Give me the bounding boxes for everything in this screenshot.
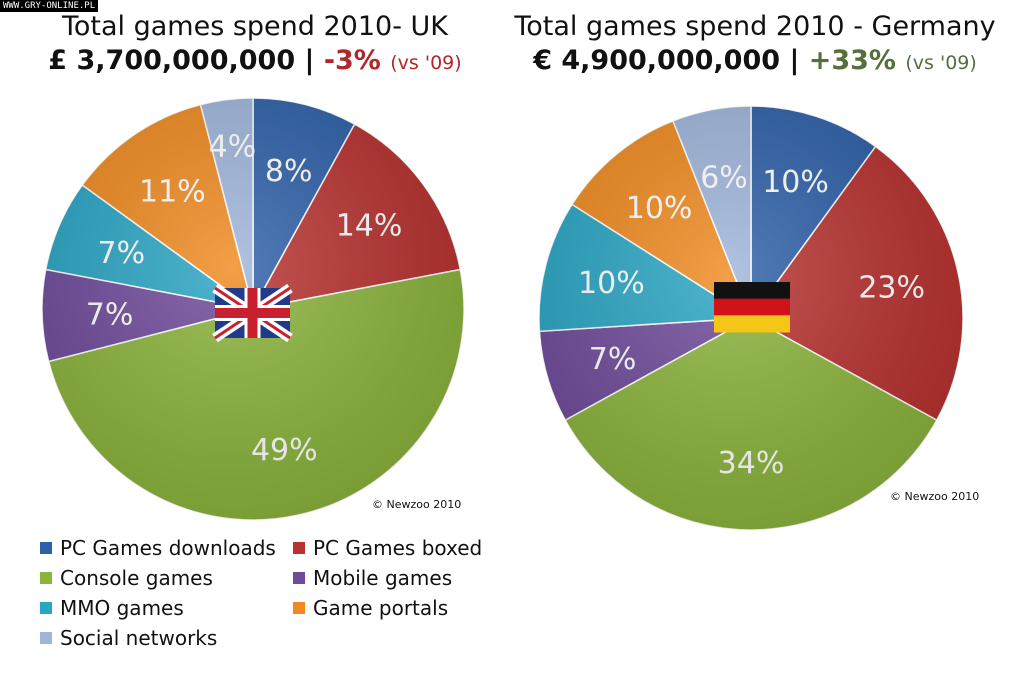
de-change: +33% bbox=[808, 45, 896, 76]
legend-swatch bbox=[40, 632, 52, 644]
legend-swatch bbox=[40, 542, 52, 554]
germany-flag bbox=[714, 282, 790, 333]
legend-item: Social networks bbox=[40, 626, 293, 650]
legend-swatch bbox=[40, 602, 52, 614]
de-title: Total games spend 2010 - Germany bbox=[514, 11, 996, 42]
de-total: € 4,900,000,000 bbox=[533, 45, 781, 76]
legend-label: Mobile games bbox=[313, 566, 453, 590]
uk-flag bbox=[212, 283, 293, 343]
slice-label: 7% bbox=[98, 236, 146, 271]
slice-label: 4% bbox=[209, 130, 257, 165]
slice-label: 34% bbox=[718, 446, 785, 481]
legend-swatch bbox=[40, 572, 52, 584]
legend-item: MMO games bbox=[40, 596, 293, 620]
legend-item: Console games bbox=[40, 566, 293, 590]
slice-label: 7% bbox=[589, 342, 637, 377]
legend-label: Game portals bbox=[313, 596, 449, 620]
de-copyright: © Newzoo 2010 bbox=[890, 490, 980, 503]
de-change-note: (vs '09) bbox=[905, 52, 977, 74]
legend-label: MMO games bbox=[60, 596, 184, 620]
slice-label: 11% bbox=[139, 174, 206, 209]
slice-label: 10% bbox=[578, 266, 645, 301]
slice-label: 8% bbox=[265, 154, 313, 189]
separator: | bbox=[304, 45, 315, 76]
legend-item: PC Games downloads bbox=[40, 536, 293, 560]
separator: | bbox=[789, 45, 800, 76]
uk-total: £ 3,700,000,000 bbox=[48, 45, 296, 76]
uk-copyright: © Newzoo 2010 bbox=[372, 498, 462, 511]
legend-label: Social networks bbox=[60, 626, 218, 650]
legend: PC Games downloads PC Games boxed Console … bbox=[40, 536, 493, 650]
legend-swatch bbox=[293, 572, 305, 584]
slice-label: 7% bbox=[86, 298, 134, 333]
watermark: WWW.GRY-ONLINE.PL bbox=[0, 0, 99, 12]
legend-label: PC Games boxed bbox=[313, 536, 483, 560]
uk-title-block: Total games spend 2010- UK £ 3,700,000,0… bbox=[40, 10, 470, 80]
slice-label: 49% bbox=[251, 433, 318, 468]
slice-label: 6% bbox=[700, 160, 748, 195]
legend-label: Console games bbox=[60, 566, 213, 590]
slice-label: 10% bbox=[762, 165, 829, 200]
legend-item: PC Games boxed bbox=[293, 536, 493, 560]
de-title-block: Total games spend 2010 - Germany € 4,900… bbox=[500, 10, 1010, 80]
slice-label: 14% bbox=[336, 209, 403, 244]
uk-change: -3% bbox=[323, 45, 381, 76]
legend-swatch bbox=[293, 542, 305, 554]
uk-title: Total games spend 2010- UK bbox=[61, 11, 449, 42]
uk-change-note: (vs '09) bbox=[390, 52, 462, 74]
legend-label: PC Games downloads bbox=[60, 536, 276, 560]
slice-label: 10% bbox=[626, 191, 693, 226]
slice-label: 23% bbox=[858, 271, 925, 306]
legend-swatch bbox=[293, 602, 305, 614]
legend-item: Mobile games bbox=[293, 566, 493, 590]
legend-item: Game portals bbox=[293, 596, 493, 620]
